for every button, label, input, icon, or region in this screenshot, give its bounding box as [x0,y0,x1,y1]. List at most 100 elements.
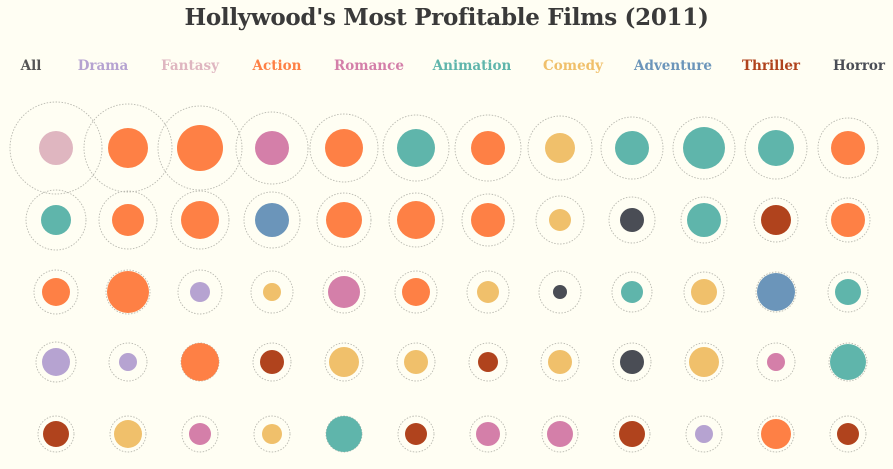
bubble-dot-animation[interactable] [326,416,362,452]
film-bubble[interactable] [468,342,508,382]
bubble-dot-action[interactable] [402,278,430,306]
film-bubble[interactable] [324,342,364,382]
bubble-dot-animation[interactable] [758,130,794,166]
bubble-dot-action[interactable] [397,201,435,239]
bubble-dot-action[interactable] [471,203,505,237]
bubble-dot-horror[interactable] [553,285,567,299]
film-bubble[interactable] [825,197,871,243]
bubble-dot-animation[interactable] [683,127,725,169]
filter-animation[interactable]: Animation [432,58,512,74]
bubble-dot-comedy[interactable] [548,350,572,374]
film-bubble[interactable] [685,415,723,453]
bubble-dot-comedy[interactable] [114,420,142,448]
bubble-dot-drama[interactable] [42,348,70,376]
bubble-dot-romance[interactable] [476,422,500,446]
film-bubble[interactable] [325,415,363,453]
bubble-dot-romance[interactable] [767,353,785,371]
bubble-dot-thriller[interactable] [43,421,69,447]
filter-horror[interactable]: Horror [832,58,886,74]
film-bubble[interactable] [253,415,291,453]
bubble-dot-comedy[interactable] [404,350,428,374]
film-bubble[interactable] [9,101,103,195]
bubble-dot-drama[interactable] [695,425,713,443]
film-bubble[interactable] [829,415,867,453]
bubble-dot-horror[interactable] [620,350,644,374]
film-bubble[interactable] [527,115,593,181]
bubble-dot-drama[interactable] [119,353,137,371]
film-bubble[interactable] [684,342,724,382]
film-bubble[interactable] [672,116,736,180]
film-bubble[interactable] [37,415,75,453]
film-bubble[interactable] [396,342,436,382]
bubble-dot-comedy[interactable] [549,209,571,231]
filter-comedy[interactable]: Comedy [543,58,603,74]
film-bubble[interactable] [322,270,366,314]
bubble-dot-action[interactable] [181,201,219,239]
film-bubble[interactable] [600,116,664,180]
film-bubble[interactable] [469,415,507,453]
filter-thriller[interactable]: Thriller [741,58,801,74]
bubble-dot-animation[interactable] [835,279,861,305]
filter-all[interactable]: All [20,58,42,74]
film-bubble[interactable] [755,271,797,313]
film-bubble[interactable] [108,342,148,382]
film-bubble[interactable] [180,342,220,382]
film-bubble[interactable] [817,117,879,179]
filter-drama[interactable]: Drama [77,58,129,74]
bubble-dot-comedy[interactable] [263,283,281,301]
bubble-dot-animation[interactable] [621,281,643,303]
bubble-dot-comedy[interactable] [329,347,359,377]
bubble-dot-animation[interactable] [397,129,435,167]
bubble-dot-horror[interactable] [620,208,644,232]
film-bubble[interactable] [608,196,656,244]
bubble-dot-comedy[interactable] [691,279,717,305]
bubble-dot-action[interactable] [112,204,144,236]
bubble-dot-romance[interactable] [547,421,573,447]
bubble-dot-thriller[interactable] [405,423,427,445]
bubble-dot-action[interactable] [108,128,148,168]
bubble-dot-action[interactable] [107,271,149,313]
film-bubble[interactable] [613,415,651,453]
film-bubble[interactable] [309,113,379,183]
filter-romance[interactable]: Romance [334,58,404,74]
bubble-dot-thriller[interactable] [478,352,498,372]
bubble-dot-action[interactable] [471,131,505,165]
film-bubble[interactable] [827,271,869,313]
bubble-dot-romance[interactable] [328,276,360,308]
film-bubble[interactable] [98,190,158,250]
film-bubble[interactable] [243,191,301,249]
bubble-dot-comedy[interactable] [689,347,719,377]
bubble-dot-animation[interactable] [615,131,649,165]
film-bubble[interactable] [611,271,653,313]
film-bubble[interactable] [252,342,292,382]
bubble-dot-action[interactable] [831,131,865,165]
film-bubble[interactable] [25,189,87,251]
film-bubble[interactable] [109,415,147,453]
film-bubble[interactable] [388,192,444,248]
bubble-dot-fantasy[interactable] [39,131,73,165]
film-bubble[interactable] [454,114,522,182]
film-bubble[interactable] [461,193,515,247]
film-bubble[interactable] [35,341,77,383]
film-bubble[interactable] [757,415,795,453]
film-bubble[interactable] [680,196,728,244]
film-bubble[interactable] [466,270,510,314]
film-bubble[interactable] [538,270,582,314]
film-bubble[interactable] [235,111,309,185]
bubble-dot-drama[interactable] [190,282,210,302]
bubble-dot-action[interactable] [42,278,70,306]
bubble-dot-adventure[interactable] [757,273,795,311]
film-bubble[interactable] [250,270,294,314]
film-bubble[interactable] [612,342,652,382]
film-bubble[interactable] [157,105,243,191]
filter-adventure[interactable]: Adventure [634,58,712,74]
bubble-dot-romance[interactable] [189,423,211,445]
bubble-dot-animation[interactable] [41,205,71,235]
film-bubble[interactable] [540,342,580,382]
film-bubble[interactable] [397,415,435,453]
film-bubble[interactable] [105,269,151,315]
filter-fantasy[interactable]: Fantasy [161,58,219,74]
bubble-dot-thriller[interactable] [761,205,791,235]
film-bubble[interactable] [541,415,579,453]
bubble-dot-thriller[interactable] [837,423,859,445]
